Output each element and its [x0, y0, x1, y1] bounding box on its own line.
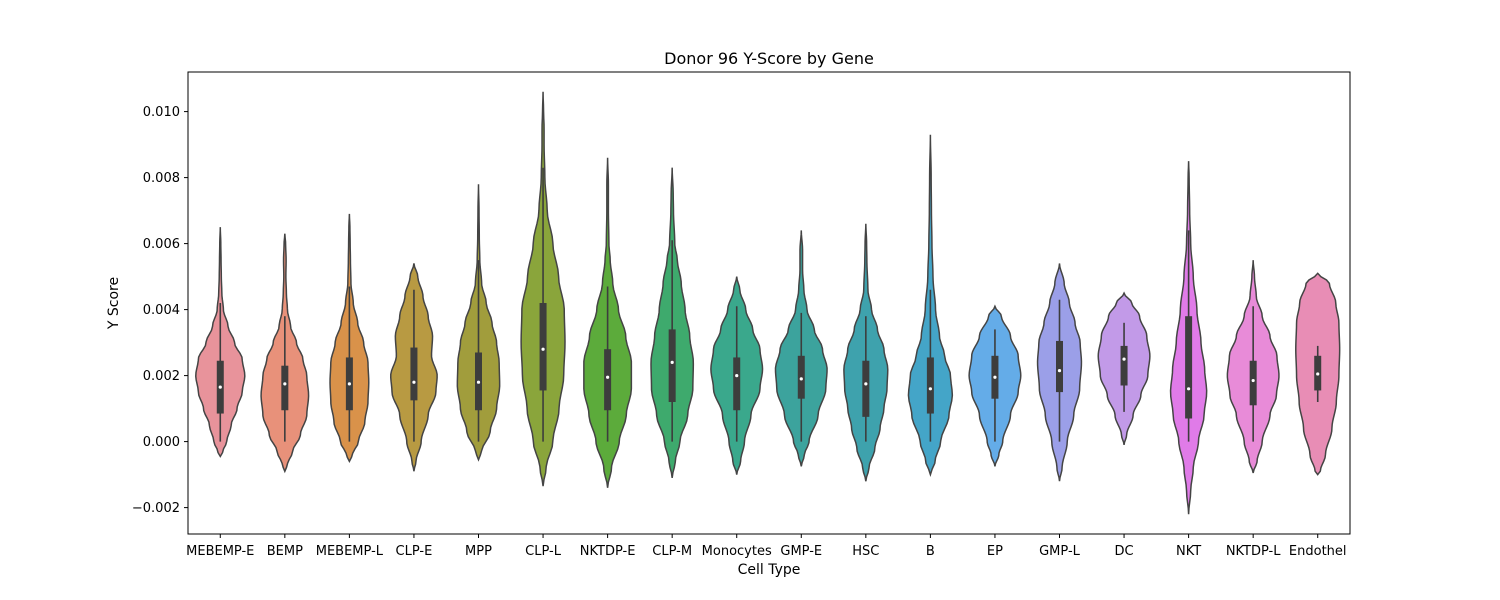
violin-group — [1227, 260, 1279, 473]
y-tick-label: 0.004 — [143, 303, 180, 318]
violin-median-point — [1058, 369, 1061, 372]
violin-group — [261, 234, 309, 472]
violin-iqr-box — [1185, 316, 1192, 418]
violin-median-point — [477, 381, 480, 384]
y-tick-label: 0.006 — [143, 237, 180, 252]
x-tick-label: Monocytes — [702, 544, 772, 559]
violin-group — [651, 168, 693, 478]
violin-median-point — [412, 381, 415, 384]
x-tick-label: CLP-E — [396, 544, 433, 559]
y-tick-label: 0.010 — [143, 105, 180, 120]
violin-group — [391, 263, 437, 471]
violin-median-point — [283, 382, 286, 385]
violin-median-point — [735, 374, 738, 377]
violin-group — [711, 277, 763, 475]
violin-iqr-box — [1250, 361, 1257, 406]
x-tick-label: MPP — [465, 544, 492, 559]
violin-group — [1098, 293, 1150, 445]
violin-iqr-box — [540, 303, 547, 390]
x-tick-label: NKTDP-L — [1226, 544, 1281, 559]
violin-group — [844, 224, 888, 481]
x-tick-label: MEBEMP-E — [186, 544, 254, 559]
violin-median-point — [1122, 358, 1125, 361]
violin-iqr-box — [733, 357, 740, 410]
x-tick-label: BEMP — [267, 544, 303, 559]
violin-median-point — [606, 376, 609, 379]
violin-median-point — [993, 376, 996, 379]
x-tick-label: MEBEMP-L — [316, 544, 384, 559]
x-tick-label: NKT — [1176, 544, 1201, 559]
x-axis: MEBEMP-E BEMP MEBEMP-L CLP-E MPP CLP-L NKTDP-E… — [186, 534, 1346, 559]
x-axis-label: Cell Type — [738, 562, 801, 578]
violin-median-point — [1187, 387, 1190, 390]
violin-iqr-box — [1121, 346, 1128, 386]
violin-group — [1171, 161, 1207, 514]
violin-median-point — [541, 348, 544, 351]
violin-median-point — [1252, 379, 1255, 382]
violin-iqr-box — [798, 356, 805, 399]
violin-iqr-box — [604, 349, 611, 410]
y-tick-label: 0.008 — [143, 171, 180, 186]
y-tick-label: −0.002 — [132, 501, 180, 516]
violin-iqr-box — [410, 348, 417, 401]
violin-median-point — [671, 361, 674, 364]
y-axis-label: Y Score — [106, 277, 122, 330]
violin-iqr-box — [862, 361, 869, 417]
violin-group — [1038, 263, 1082, 481]
violin-iqr-box — [1056, 341, 1063, 392]
violin-median-point — [929, 387, 932, 390]
violin-group — [1296, 273, 1340, 474]
violin-group — [584, 158, 632, 488]
x-tick-label: GMP-L — [1039, 544, 1081, 559]
violin-median-point — [1316, 372, 1319, 375]
violin-median-point — [348, 382, 351, 385]
y-tick-label: 0.000 — [143, 435, 180, 450]
x-tick-label: Endothel — [1289, 544, 1347, 559]
x-tick-label: DC — [1115, 544, 1134, 559]
plot-area — [196, 92, 1340, 514]
violin-group — [196, 227, 245, 456]
y-tick-label: 0.002 — [143, 369, 180, 384]
violin-group — [969, 306, 1021, 466]
violin-group — [330, 214, 369, 462]
violin-iqr-box — [669, 329, 676, 402]
violin-group — [908, 135, 952, 475]
x-tick-label: NKTDP-E — [580, 544, 636, 559]
violin-group — [457, 184, 499, 460]
x-tick-label: EP — [987, 544, 1003, 559]
violin-group — [521, 92, 565, 486]
x-tick-label: B — [926, 544, 935, 559]
violin-iqr-box — [927, 357, 934, 413]
chart-title: Donor 96 Y-Score by Gene — [664, 49, 874, 68]
violin-median-point — [219, 386, 222, 389]
x-tick-label: CLP-M — [652, 544, 692, 559]
x-tick-label: HSC — [852, 544, 879, 559]
y-axis: −0.002 0.000 0.002 0.004 0.006 0.008 0.010 — [132, 105, 188, 516]
plot-frame — [188, 72, 1350, 534]
violin-group — [775, 230, 827, 466]
violin-iqr-box — [281, 366, 288, 411]
violin-median-point — [800, 377, 803, 380]
x-tick-label: CLP-L — [525, 544, 562, 559]
violin-median-point — [864, 382, 867, 385]
x-tick-label: GMP-E — [780, 544, 822, 559]
